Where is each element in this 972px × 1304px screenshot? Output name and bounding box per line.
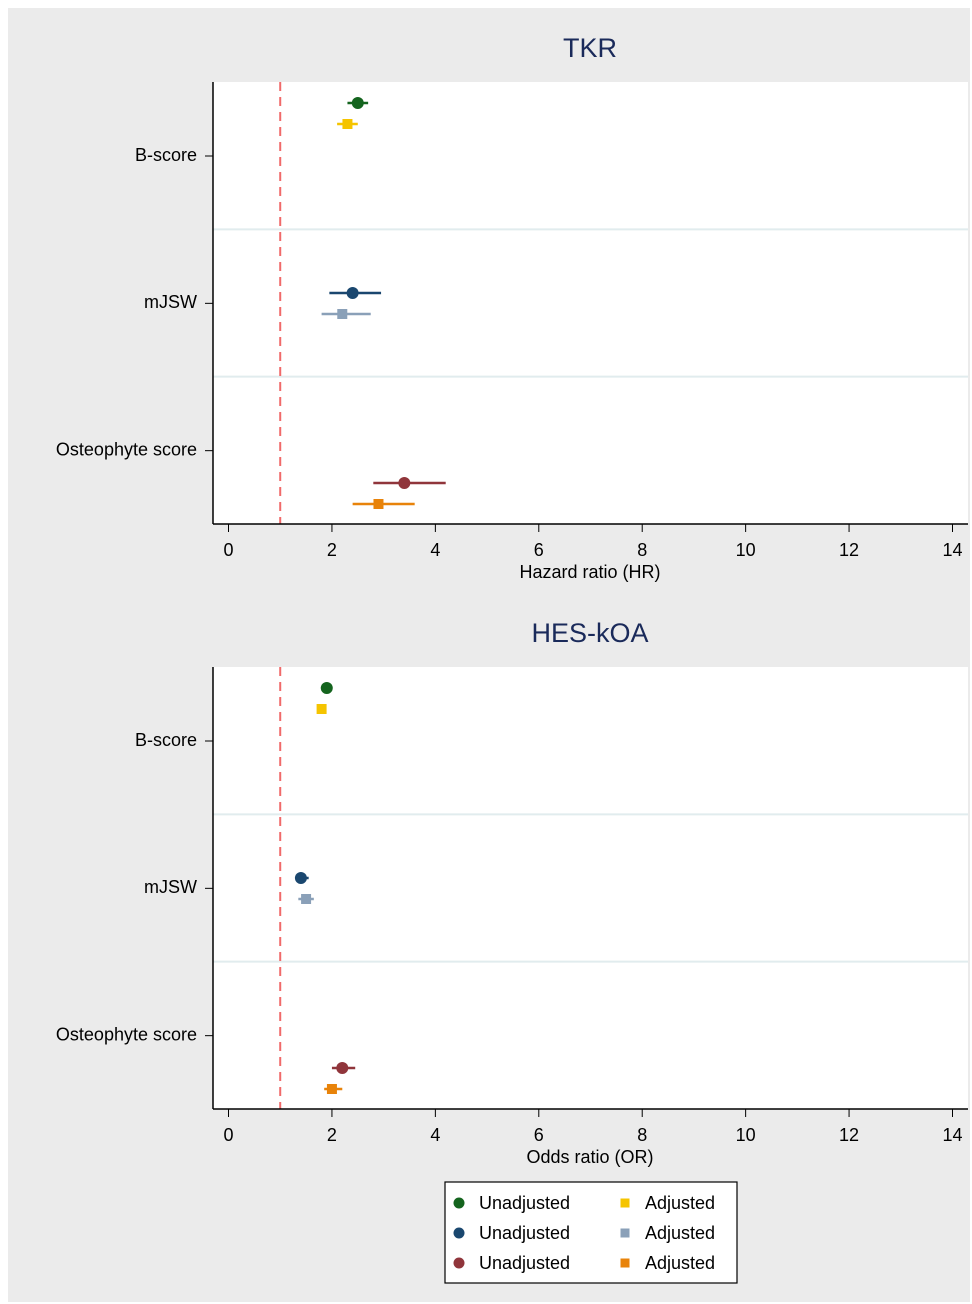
x-tick-label: 12 — [839, 540, 859, 560]
point — [326, 1084, 337, 1094]
x-tick-label: 14 — [942, 540, 962, 560]
x-tick-label: 6 — [534, 1125, 544, 1145]
x-tick-label: 4 — [430, 1125, 440, 1145]
x-tick-label: 6 — [534, 540, 544, 560]
legend-label: Adjusted — [645, 1223, 715, 1243]
chart-title: HES-kOA — [531, 618, 648, 648]
point — [346, 287, 359, 299]
x-tick-label: 12 — [839, 1125, 859, 1145]
point — [301, 894, 312, 904]
legend-label: Adjusted — [645, 1253, 715, 1273]
legend-marker — [453, 1197, 465, 1209]
point — [337, 309, 348, 319]
chart-title: TKR — [563, 33, 617, 63]
y-tick-label: B-score — [135, 730, 197, 750]
legend-marker — [620, 1228, 630, 1238]
x-tick-label: 0 — [224, 1125, 234, 1145]
x-axis-label: Hazard ratio (HR) — [519, 562, 660, 582]
x-tick-label: 10 — [736, 1125, 756, 1145]
legend-marker — [620, 1258, 630, 1268]
x-tick-label: 14 — [942, 1125, 962, 1145]
legend-label: Unadjusted — [479, 1253, 570, 1273]
point — [316, 704, 327, 714]
plot-area — [213, 667, 968, 1109]
legend-label: Unadjusted — [479, 1223, 570, 1243]
point — [320, 682, 333, 694]
x-tick-label: 8 — [637, 540, 647, 560]
x-axis-label: Odds ratio (OR) — [526, 1147, 653, 1167]
point — [398, 477, 411, 489]
legend-label: Adjusted — [645, 1193, 715, 1213]
y-tick-label: Osteophyte score — [56, 439, 197, 459]
y-tick-label: Osteophyte score — [56, 1024, 197, 1044]
point — [373, 499, 384, 509]
x-tick-label: 0 — [224, 540, 234, 560]
x-tick-label: 2 — [327, 1125, 337, 1145]
point — [351, 97, 364, 109]
y-tick-label: mJSW — [144, 877, 197, 897]
plot-area — [213, 82, 968, 524]
y-tick-label: B-score — [135, 145, 197, 165]
legend-marker — [620, 1198, 630, 1208]
legend-marker — [453, 1257, 465, 1269]
point — [342, 119, 353, 129]
point — [336, 1062, 349, 1074]
y-tick-label: mJSW — [144, 292, 197, 312]
legend-box — [444, 1181, 738, 1284]
x-tick-label: 10 — [736, 540, 756, 560]
x-tick-label: 2 — [327, 540, 337, 560]
legend-label: Unadjusted — [479, 1193, 570, 1213]
legend-marker — [453, 1227, 465, 1239]
point — [294, 872, 307, 884]
x-tick-label: 8 — [637, 1125, 647, 1145]
x-tick-label: 4 — [430, 540, 440, 560]
